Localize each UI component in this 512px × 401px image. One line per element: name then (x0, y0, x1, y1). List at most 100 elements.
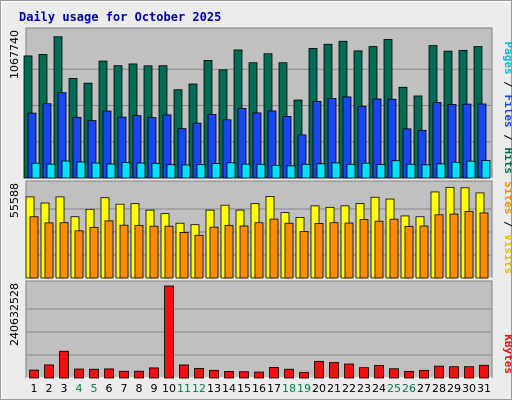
bar-kbytes-day-23 (359, 367, 369, 379)
bar-sites-day-7 (119, 224, 129, 279)
bar-sites-day-2 (44, 222, 54, 279)
legend-part: / (502, 214, 512, 234)
bar-pages-day-8 (136, 162, 146, 179)
legend-bottom: KBytes (502, 334, 512, 374)
bar-kbytes-day-17 (269, 367, 279, 379)
bar-pages-day-12 (196, 164, 206, 179)
bar-pages-day-31 (481, 160, 491, 179)
bar-kbytes-day-2 (44, 364, 54, 379)
legend-part: Visits (502, 234, 512, 274)
x-tick-day-7: 7 (121, 382, 128, 395)
bar-pages-day-1 (31, 162, 41, 179)
bar-pages-day-22 (346, 163, 356, 179)
x-tick-day-6: 6 (106, 382, 113, 395)
x-tick-day-27: 27 (417, 382, 431, 395)
bar-kbytes-day-13 (209, 369, 219, 379)
bar-kbytes-day-27 (419, 369, 429, 379)
bar-kbytes-day-9 (149, 367, 159, 379)
bar-pages-day-30 (466, 160, 476, 179)
bar-pages-day-23 (361, 162, 371, 179)
x-tick-day-22: 22 (342, 382, 356, 395)
bar-sites-day-29 (449, 213, 459, 279)
bar-pages-day-9 (151, 162, 161, 179)
bar-pages-day-27 (421, 164, 431, 179)
panel-bottom: 240632528 (8, 280, 493, 379)
bar-kbytes-day-6 (104, 368, 114, 379)
bar-sites-day-13 (209, 226, 219, 279)
x-tick-day-23: 23 (357, 382, 371, 395)
bar-kbytes-day-24 (374, 364, 384, 379)
x-tick-day-1: 1 (31, 382, 38, 395)
bar-pages-day-7 (121, 161, 131, 179)
x-tick-day-30: 30 (462, 382, 476, 395)
x-tick-day-3: 3 (61, 382, 68, 395)
bar-pages-day-16 (256, 163, 266, 179)
bar-sites-day-23 (359, 219, 369, 279)
bar-pages-day-20 (316, 163, 326, 179)
bar-kbytes-day-30 (464, 366, 474, 379)
bar-sites-day-14 (224, 224, 234, 279)
y-max-label-top: 1067740 (8, 30, 21, 79)
x-tick-day-14: 14 (222, 382, 236, 395)
bar-kbytes-day-3 (59, 350, 69, 379)
legend-middle: Sites / Visits (502, 181, 512, 274)
x-tick-day-29: 29 (447, 382, 461, 395)
bar-sites-day-20 (314, 222, 324, 279)
bar-sites-day-6 (104, 220, 114, 279)
bar-pages-day-21 (331, 162, 341, 179)
bar-pages-day-3 (61, 160, 71, 179)
bar-kbytes-day-15 (239, 371, 249, 379)
bar-pages-day-29 (451, 161, 461, 179)
bar-kbytes-day-5 (89, 368, 99, 379)
x-tick-day-8: 8 (136, 382, 143, 395)
x-tick-day-12: 12 (192, 382, 206, 395)
bar-pages-day-28 (436, 163, 446, 179)
panel-top: 1067740 (8, 27, 493, 179)
bar-kbytes-day-25 (389, 368, 399, 379)
y-max-label-middle: 55588 (8, 183, 21, 218)
bar-sites-day-1 (29, 216, 39, 279)
bar-kbytes-day-29 (449, 366, 459, 379)
legend-part: / (502, 128, 512, 148)
bar-pages-day-11 (181, 164, 191, 179)
x-tick-day-2: 2 (46, 382, 53, 395)
bar-pages-day-26 (406, 163, 416, 179)
bar-sites-day-17 (269, 218, 279, 279)
bar-pages-day-17 (271, 164, 281, 179)
bar-kbytes-day-31 (479, 364, 489, 379)
y-max-label-bottom: 240632528 (8, 283, 21, 346)
bar-pages-day-2 (46, 163, 56, 179)
legend-part: Files (502, 95, 512, 128)
x-tick-day-24: 24 (372, 382, 386, 395)
panel-middle: 55588 (8, 180, 493, 279)
bar-sites-day-5 (89, 226, 99, 279)
legend-part: Hits (502, 148, 512, 175)
bar-pages-day-25 (391, 160, 401, 179)
bar-kbytes-day-4 (74, 368, 84, 379)
bar-kbytes-day-14 (224, 371, 234, 379)
x-tick-day-19: 19 (297, 382, 311, 395)
x-tick-day-17: 17 (267, 382, 281, 395)
x-tick-day-10: 10 (162, 382, 176, 395)
bar-sites-day-30 (464, 211, 474, 279)
bar-sites-day-22 (344, 222, 354, 279)
bar-sites-day-24 (374, 220, 384, 279)
x-tick-day-15: 15 (237, 382, 251, 395)
bar-kbytes-day-22 (344, 363, 354, 379)
x-tick-day-31: 31 (477, 382, 491, 395)
legend-part: Sites (502, 181, 512, 214)
bar-kbytes-day-8 (134, 370, 144, 379)
bar-sites-day-8 (134, 224, 144, 279)
bar-kbytes-day-26 (404, 370, 414, 379)
legend-part: / (502, 75, 512, 95)
legend-top: Pages / Files / Hits (502, 42, 512, 175)
bar-sites-day-9 (149, 225, 159, 279)
x-tick-day-18: 18 (282, 382, 296, 395)
bar-sites-day-19 (299, 231, 309, 279)
bar-kbytes-day-12 (194, 367, 204, 379)
legend-part: Pages (502, 42, 512, 75)
bar-kbytes-day-21 (329, 362, 339, 379)
bar-sites-day-10 (164, 225, 174, 279)
bar-kbytes-day-19 (299, 371, 309, 379)
